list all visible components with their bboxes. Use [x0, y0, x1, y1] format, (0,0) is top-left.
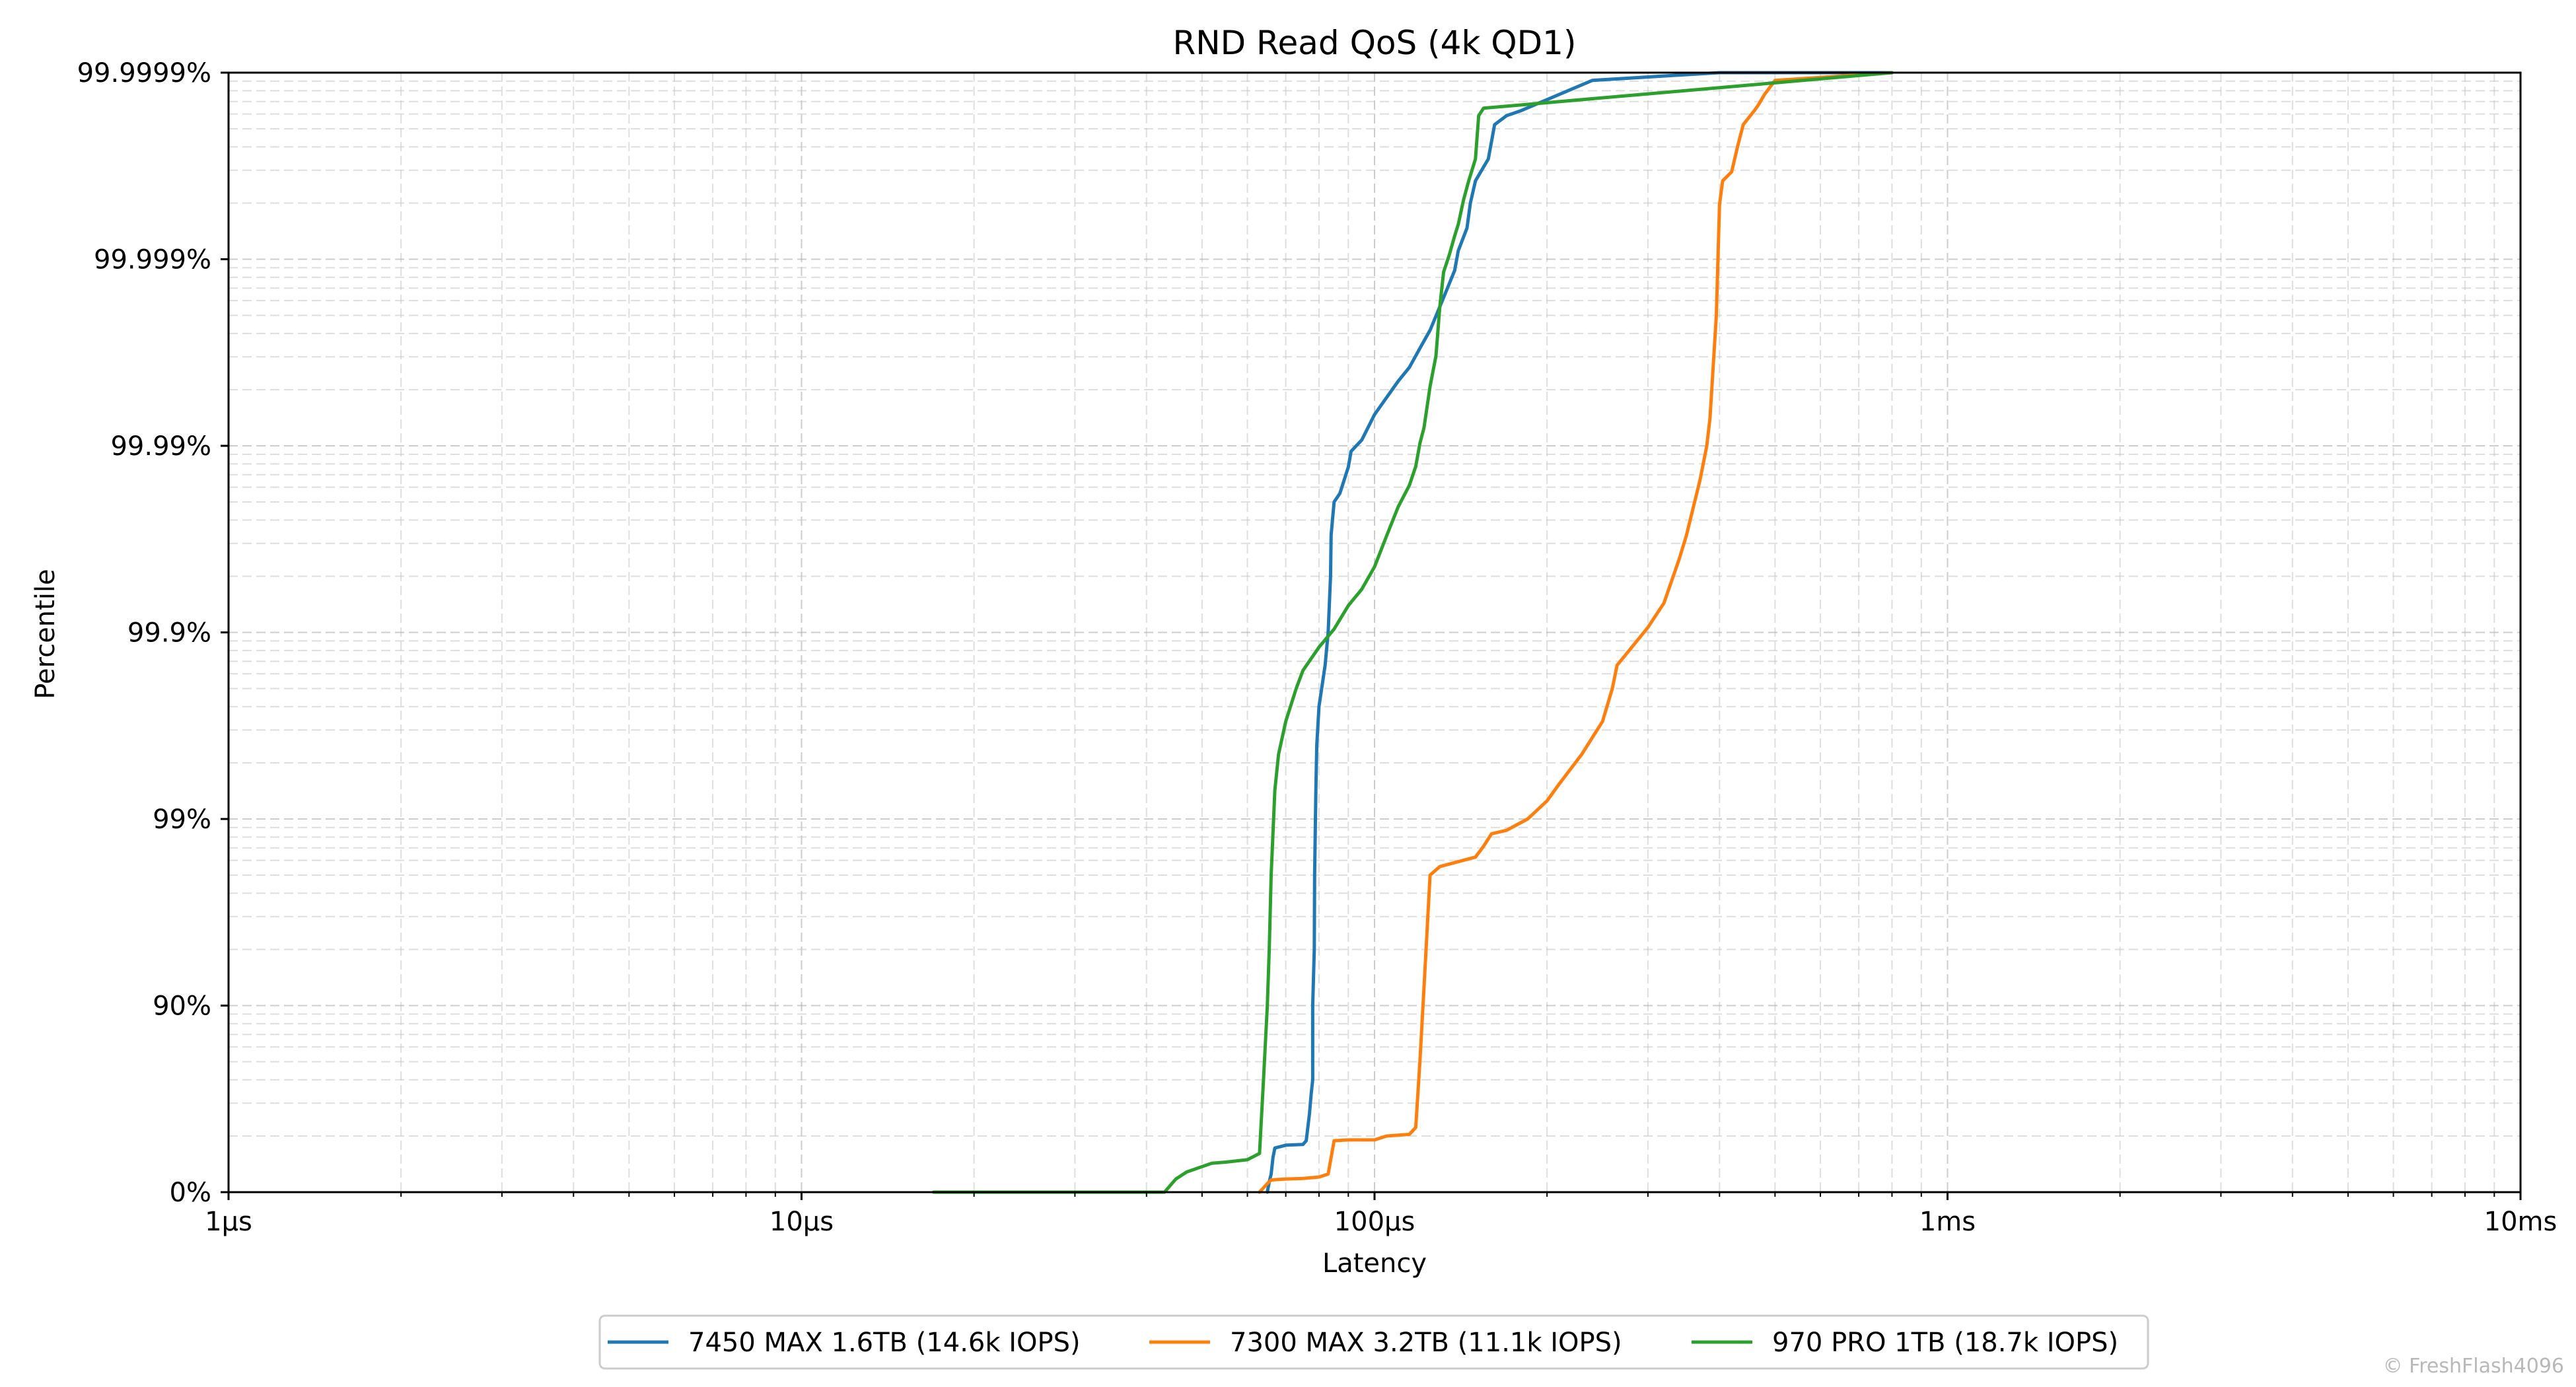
grid [228, 73, 2521, 1193]
series-line-2 [1258, 71, 1894, 1194]
series-line-3 [931, 71, 1894, 1194]
y-tick-label: 99% [153, 804, 211, 835]
y-axis-label: Percentile [30, 569, 61, 699]
y-tick-label: 0% [170, 1178, 211, 1208]
x-tick-label: 1ms [1919, 1207, 1976, 1237]
y-tick-label: 99.99% [110, 431, 211, 462]
y-tick-label: 99.9% [127, 618, 211, 649]
series-lines [931, 71, 1894, 1194]
legend-frame [598, 1314, 2149, 1370]
legend-label: 7300 MAX 3.2TB (11.1k IOPS) [1230, 1328, 1622, 1358]
watermark: © FreshFlash4096 [2383, 1355, 2564, 1378]
y-tick-label: 99.999% [94, 245, 211, 275]
x-tick-label: 10ms [2484, 1207, 2558, 1237]
legend-items: 7450 MAX 1.6TB (14.6k IOPS) 7300 MAX 3.2T… [608, 1328, 2118, 1358]
y-tick-label: 90% [153, 991, 211, 1022]
series-line-1 [1266, 71, 1894, 1194]
x-tick-label: 10µs [769, 1207, 834, 1237]
x-tick-label: 100µs [1334, 1207, 1415, 1237]
legend-label: 970 PRO 1TB (18.7k IOPS) [1772, 1328, 2118, 1358]
chart-title: RND Read QoS (4k QD1) [1173, 24, 1577, 62]
y-axis-ticks: 0% 90% 99% 99.9% 99.99% 99.999% 99.9999% [77, 58, 229, 1208]
legend: 7450 MAX 1.6TB (14.6k IOPS) 7300 MAX 3.2T… [598, 1314, 2149, 1370]
legend-label: 7450 MAX 1.6TB (14.6k IOPS) [688, 1328, 1081, 1358]
y-tick-label: 99.9999% [77, 58, 211, 89]
x-tick-label: 1µs [205, 1207, 252, 1237]
x-axis-label: Latency [1322, 1248, 1427, 1279]
x-axis-ticks: 1µs 10µs 100µs 1ms 10ms [205, 1192, 2557, 1237]
